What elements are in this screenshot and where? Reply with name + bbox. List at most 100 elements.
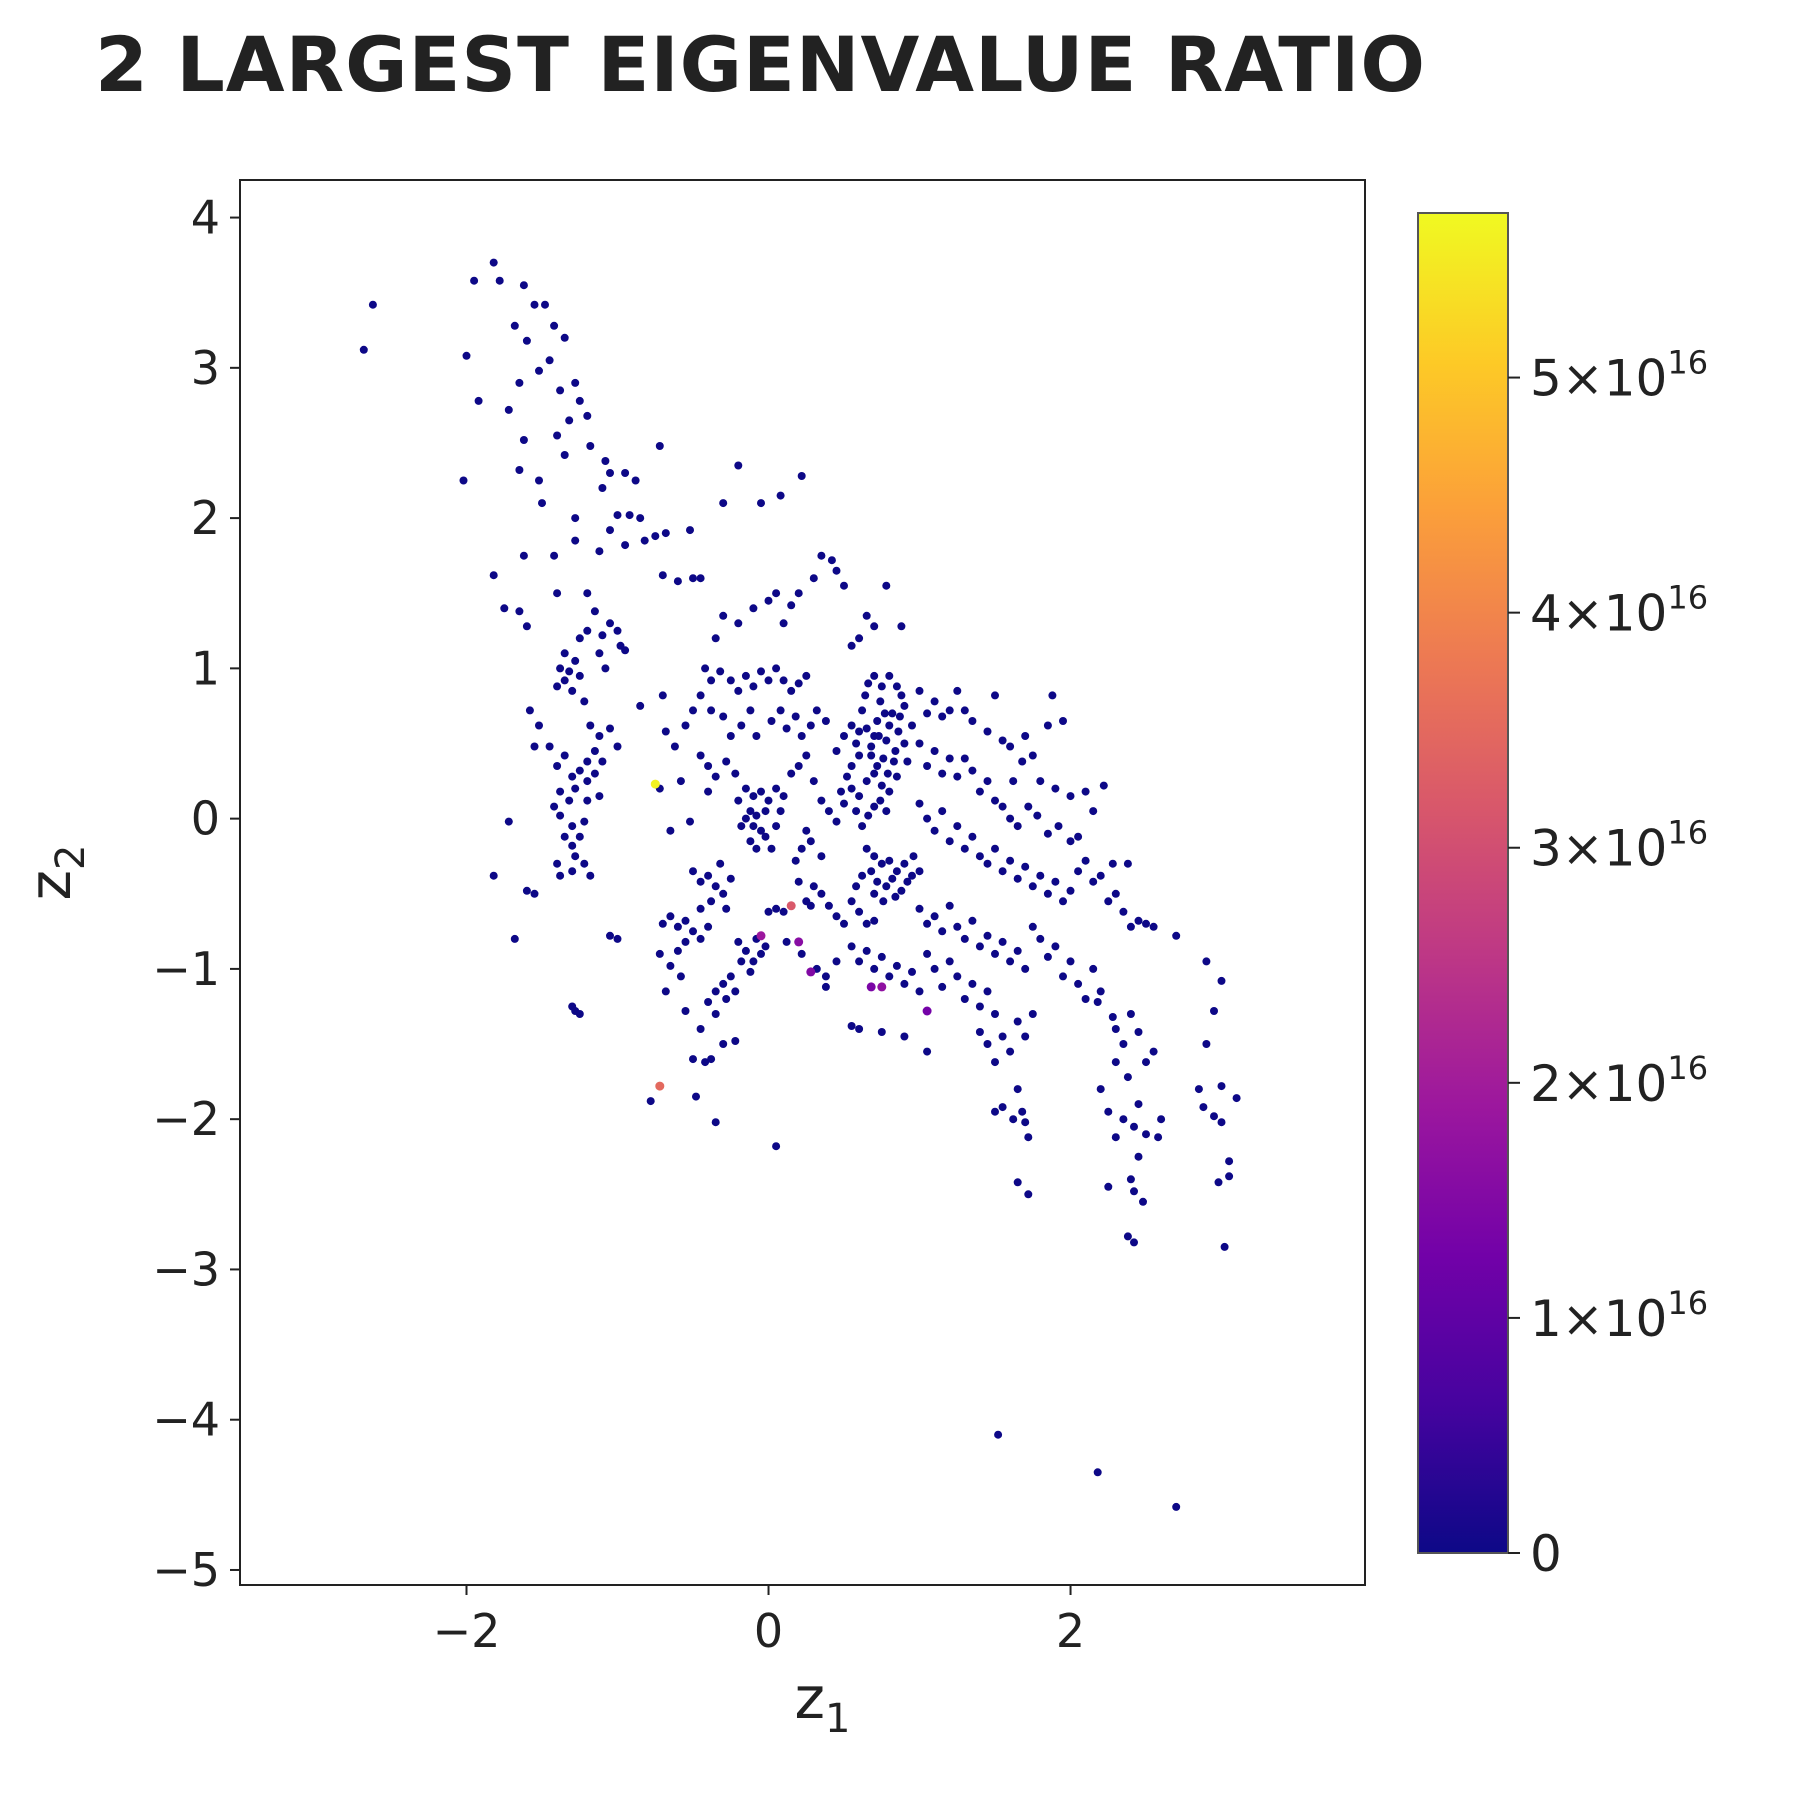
data-point bbox=[696, 934, 705, 943]
data-point bbox=[900, 1032, 909, 1041]
data-point bbox=[864, 679, 873, 688]
data-point bbox=[794, 589, 803, 598]
data-point bbox=[1134, 1028, 1143, 1036]
data-point bbox=[651, 532, 660, 541]
data-point bbox=[843, 772, 851, 781]
data-point bbox=[726, 874, 735, 883]
data-point bbox=[855, 957, 864, 966]
data-point bbox=[938, 927, 947, 936]
data-point bbox=[991, 949, 999, 958]
data-point bbox=[983, 859, 992, 868]
data-point bbox=[666, 912, 675, 921]
data-point bbox=[960, 995, 969, 1003]
data-point bbox=[1217, 1118, 1226, 1127]
data-point bbox=[894, 727, 903, 736]
colorbar-tick-exponent: 16 bbox=[1667, 579, 1708, 617]
data-point bbox=[734, 461, 743, 470]
data-point bbox=[923, 949, 932, 958]
data-point bbox=[580, 859, 589, 868]
data-point bbox=[522, 886, 531, 895]
data-point bbox=[1111, 1133, 1120, 1142]
data-point bbox=[885, 721, 894, 730]
data-point bbox=[741, 784, 750, 793]
data-point bbox=[696, 877, 705, 886]
data-point bbox=[696, 574, 705, 583]
data-point bbox=[782, 724, 791, 733]
data-point bbox=[504, 405, 513, 414]
data-point bbox=[953, 972, 962, 981]
data-point bbox=[938, 769, 947, 778]
data-point bbox=[749, 822, 758, 831]
data-point bbox=[689, 574, 697, 583]
data-point bbox=[945, 837, 954, 846]
data-point bbox=[885, 787, 894, 796]
data-point bbox=[734, 937, 743, 946]
data-point bbox=[749, 604, 758, 613]
data-point bbox=[704, 871, 713, 880]
data-point bbox=[701, 664, 710, 673]
data-point bbox=[802, 671, 811, 680]
data-point bbox=[673, 577, 682, 586]
data-point bbox=[711, 634, 720, 643]
data-point bbox=[832, 747, 841, 755]
data-point bbox=[586, 721, 595, 730]
data-point bbox=[757, 787, 765, 796]
data-point bbox=[535, 366, 543, 375]
data-point bbox=[873, 717, 882, 725]
data-point bbox=[817, 852, 826, 861]
data-point bbox=[975, 787, 984, 796]
colorbar-tick-label: 3×1016 bbox=[1530, 814, 1708, 878]
data-point bbox=[991, 691, 999, 700]
data-point bbox=[998, 1103, 1007, 1112]
y-axis-label-sub: 2 bbox=[48, 845, 94, 870]
data-point bbox=[707, 1055, 716, 1064]
data-point bbox=[885, 671, 894, 680]
data-point bbox=[1096, 987, 1105, 996]
colorbar-tick-exponent: 16 bbox=[1667, 344, 1708, 382]
data-point bbox=[565, 416, 574, 425]
data-point bbox=[797, 949, 806, 958]
data-point bbox=[670, 742, 679, 751]
data-point bbox=[855, 727, 864, 736]
data-point bbox=[565, 796, 574, 805]
data-point bbox=[545, 742, 554, 751]
data-point bbox=[761, 807, 770, 816]
data-point bbox=[556, 386, 565, 395]
data-point bbox=[847, 897, 856, 906]
data-point bbox=[1028, 922, 1037, 931]
data-point bbox=[568, 841, 577, 850]
data-point bbox=[553, 589, 562, 598]
points-layer bbox=[359, 258, 1241, 1511]
data-point bbox=[550, 802, 559, 811]
data-point bbox=[757, 826, 765, 835]
data-point bbox=[568, 772, 577, 781]
data-point bbox=[689, 1055, 697, 1064]
data-point bbox=[882, 882, 891, 891]
data-point bbox=[855, 634, 864, 643]
data-point bbox=[686, 817, 694, 826]
data-point bbox=[666, 826, 675, 835]
data-point bbox=[553, 762, 562, 770]
data-point bbox=[1059, 897, 1067, 906]
data-point bbox=[655, 442, 664, 450]
data-point bbox=[802, 751, 811, 760]
data-point bbox=[560, 451, 569, 459]
data-point bbox=[625, 511, 634, 520]
data-point bbox=[888, 709, 897, 718]
data-point bbox=[779, 792, 788, 801]
data-point bbox=[1149, 922, 1158, 931]
data-point bbox=[817, 889, 826, 898]
data-point bbox=[772, 822, 781, 831]
data-point bbox=[761, 942, 770, 951]
data-point bbox=[867, 742, 876, 751]
data-point bbox=[1139, 1197, 1147, 1206]
data-point bbox=[840, 581, 848, 590]
data-point bbox=[809, 882, 818, 891]
data-point bbox=[903, 757, 912, 766]
data-point bbox=[960, 844, 969, 853]
data-point bbox=[575, 634, 584, 643]
data-point bbox=[749, 792, 758, 801]
data-point bbox=[746, 967, 755, 976]
data-point bbox=[968, 717, 977, 725]
data-point bbox=[556, 664, 565, 673]
